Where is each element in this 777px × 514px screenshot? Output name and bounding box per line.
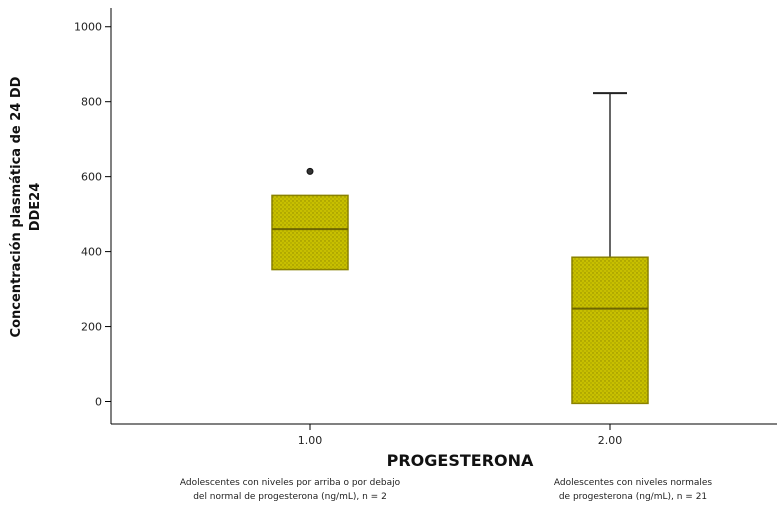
x-tick-label: 1.00 bbox=[298, 434, 323, 447]
x-axis-title: PROGESTERONA bbox=[387, 451, 534, 470]
y-axis-title-line-1: Concentración plasmática de 24 DD bbox=[9, 76, 24, 337]
group-notes: Adolescentes con niveles por arriba o po… bbox=[180, 478, 712, 502]
box-group bbox=[271, 167, 349, 271]
group-note-line: Adolescentes con niveles por arriba o po… bbox=[180, 478, 401, 488]
group-note-line: de progesterona (ng/mL), n = 21 bbox=[559, 492, 707, 502]
group-note-line: Adolescentes con niveles normales bbox=[554, 478, 712, 488]
y-axis-ticks: 0 200 400 600 800 1000 bbox=[74, 21, 111, 409]
y-tick-label: 400 bbox=[81, 246, 102, 259]
y-tick-label: 800 bbox=[81, 96, 102, 109]
group-note-line: del normal de progesterona (ng/mL), n = … bbox=[193, 492, 387, 502]
y-tick-label: 0 bbox=[95, 396, 102, 409]
box bbox=[271, 194, 349, 271]
outlier-point bbox=[306, 167, 314, 175]
box bbox=[571, 256, 649, 405]
x-axis-ticks: 1.00 2.00 bbox=[298, 424, 623, 447]
y-tick-label: 1000 bbox=[74, 21, 102, 34]
box-series bbox=[271, 92, 649, 405]
x-tick-label: 2.00 bbox=[598, 434, 623, 447]
y-tick-label: 600 bbox=[81, 171, 102, 184]
y-axis-title: Concentración plasmática de 24 DD DDE24 bbox=[9, 76, 43, 337]
plot-area bbox=[110, 8, 777, 425]
y-axis-title-line-2: DDE24 bbox=[28, 183, 43, 232]
box-group bbox=[571, 92, 649, 405]
y-tick-label: 200 bbox=[81, 321, 102, 334]
